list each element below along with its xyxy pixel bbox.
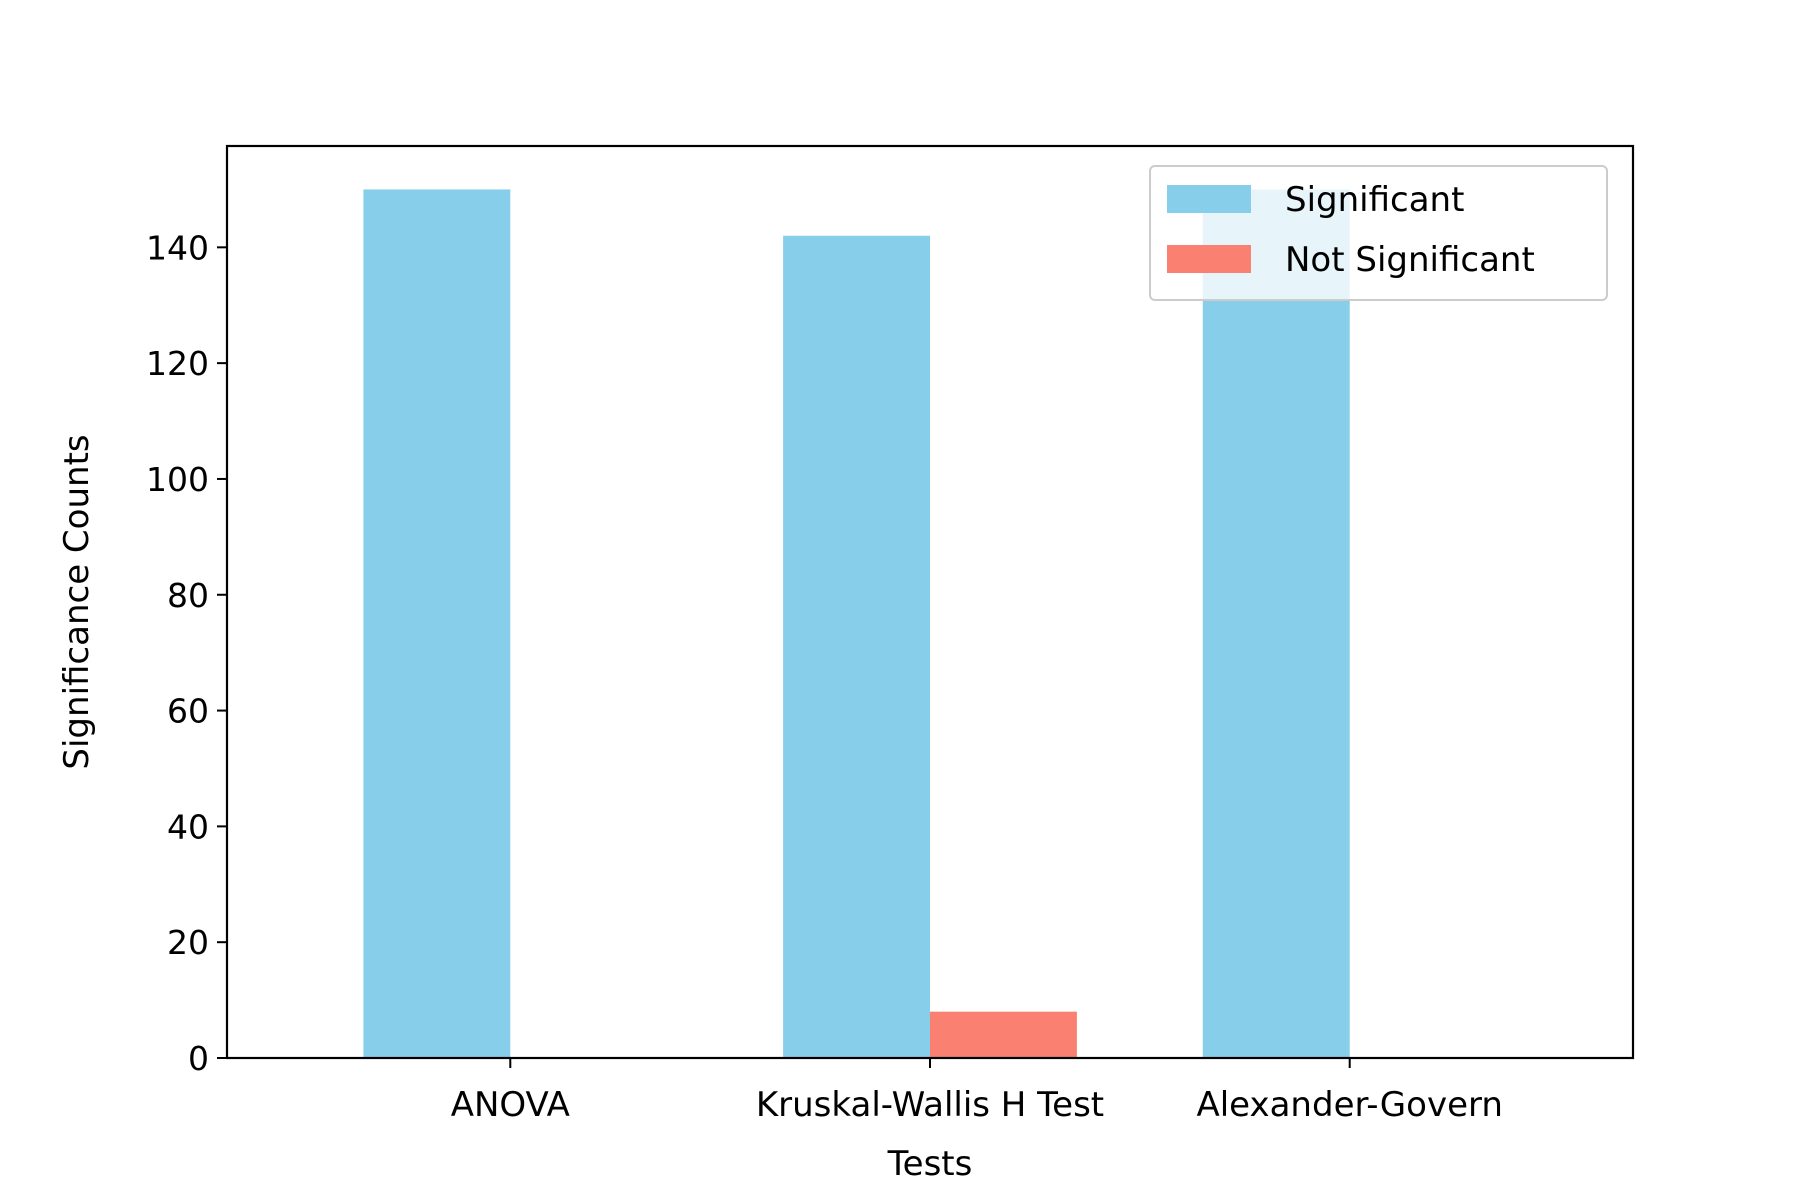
legend-swatch-significant — [1167, 185, 1251, 213]
y-tick-label: 20 — [167, 923, 209, 962]
x-tick-label: Kruskal-Wallis H Test — [756, 1085, 1104, 1125]
y-tick-label: 0 — [188, 1039, 209, 1078]
x-tick-label: ANOVA — [451, 1085, 570, 1125]
bars-layer — [363, 189, 1350, 1058]
y-tick-label: 120 — [146, 344, 209, 383]
bar-significant-anova — [363, 189, 511, 1058]
legend-label-significant: Significant — [1285, 180, 1464, 220]
y-tick-label: 140 — [146, 228, 209, 267]
y-tick-label: 80 — [167, 576, 209, 615]
y-tick-label: 40 — [167, 807, 209, 846]
bar-significant-kruskal-wallis-h-test — [783, 235, 930, 1058]
bar-significant-alexander-govern — [1202, 189, 1350, 1058]
legend-swatch-not-significant — [1167, 245, 1251, 273]
y-axis-label: Significance Counts — [57, 434, 97, 769]
legend-box — [1149, 165, 1608, 301]
y-tick-label: 60 — [167, 692, 209, 731]
bar-not-significant-kruskal-wallis-h-test — [930, 1011, 1077, 1058]
legend: Significant Not Significant — [1149, 165, 1608, 301]
x-tick-label: Alexander-Govern — [1196, 1085, 1502, 1125]
y-tick-label: 100 — [146, 460, 209, 499]
ticks-layer: 0 20 40 60 80 100 120 140 ANOVA Kruskal-Wallis H … — [146, 228, 1503, 1125]
legend-label-not-significant: Not Significant — [1285, 240, 1535, 280]
x-axis-label: Tests — [887, 1144, 973, 1184]
